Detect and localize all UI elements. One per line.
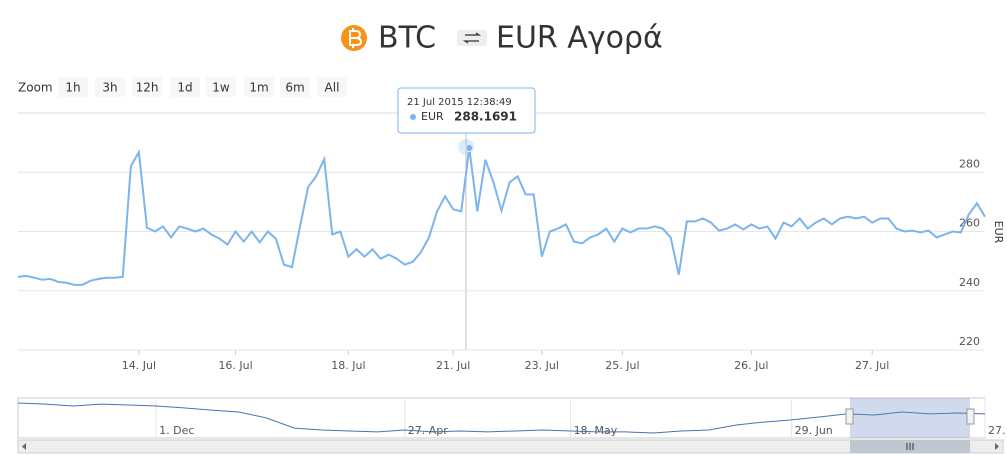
zoom-button-label[interactable]: All bbox=[325, 81, 340, 95]
zoom-button[interactable] bbox=[317, 77, 347, 97]
navigator-line bbox=[17, 402, 986, 434]
x-tick-label: 14. Jul bbox=[122, 359, 156, 372]
tooltip: 21 Jul 2015 12:38:49 EUR 288.1691 bbox=[397, 87, 536, 134]
swap-arrows bbox=[462, 32, 482, 44]
zoom-button[interactable] bbox=[206, 77, 236, 97]
zoom-button-label[interactable]: 1w bbox=[212, 81, 230, 95]
swap-icon[interactable] bbox=[457, 30, 487, 46]
price-line bbox=[17, 147, 986, 286]
y-axis-title: EUR bbox=[992, 221, 1005, 244]
navigator-label: 27. Apr bbox=[408, 424, 448, 437]
zoom-button-label[interactable]: 1h bbox=[65, 81, 80, 95]
navigator-label: 27. Jul bbox=[988, 424, 1007, 437]
zoom-button[interactable] bbox=[58, 77, 88, 97]
x-tick-label: 21. Jul bbox=[436, 359, 470, 372]
y-tick-label: 280 bbox=[959, 157, 980, 170]
navigator-label: 1. Dec bbox=[159, 424, 194, 437]
tooltip-series: EUR bbox=[421, 110, 444, 123]
hover-halo bbox=[458, 139, 474, 155]
x-tick-label: 27. Jul bbox=[855, 359, 889, 372]
title-quote: EUR Αγορά bbox=[496, 21, 663, 56]
tooltip-value: 288.1691 bbox=[454, 110, 517, 124]
tooltip-date: 21 Jul 2015 12:38:49 bbox=[407, 97, 512, 108]
y-tick-label: 240 bbox=[959, 276, 980, 289]
zoom-button[interactable] bbox=[244, 77, 274, 97]
zoom-button-label[interactable]: 3h bbox=[102, 81, 117, 95]
navigator-label: 29. Jun bbox=[795, 424, 833, 437]
x-tick-label: 25. Jul bbox=[605, 359, 639, 372]
scrollbar-track[interactable] bbox=[17, 439, 1004, 454]
zoom-button-label[interactable]: 12h bbox=[136, 81, 159, 95]
zoom-button[interactable] bbox=[95, 77, 125, 97]
navigator-selection[interactable] bbox=[850, 398, 970, 438]
navigator-handle[interactable] bbox=[966, 408, 975, 425]
btc-icon-glyph bbox=[349, 28, 363, 48]
zoom-button-label[interactable]: 6m bbox=[285, 81, 304, 95]
x-tick-label: 18. Jul bbox=[331, 359, 365, 372]
x-tick-label: 23. Jul bbox=[525, 359, 559, 372]
y-tick-label: 220 bbox=[959, 335, 980, 348]
scrollbar-grip bbox=[906, 443, 914, 450]
tooltip-dot bbox=[410, 114, 416, 120]
x-tick-label: 16. Jul bbox=[218, 359, 252, 372]
zoom-button[interactable] bbox=[170, 77, 200, 97]
zoom-button[interactable] bbox=[132, 77, 162, 97]
zoom-button[interactable] bbox=[280, 77, 310, 97]
navigator-handle[interactable] bbox=[845, 408, 854, 425]
navigator-label: 18. May bbox=[574, 424, 618, 437]
tooltip-box bbox=[397, 87, 536, 134]
title-base: BTC bbox=[378, 21, 436, 56]
x-tick-label: 26. Jul bbox=[734, 359, 768, 372]
zoom-label: Zoom bbox=[18, 81, 53, 95]
zoom-button-label[interactable]: 1d bbox=[177, 81, 192, 95]
zoom-button-label[interactable]: 1m bbox=[249, 81, 268, 95]
hover-point bbox=[465, 144, 474, 153]
